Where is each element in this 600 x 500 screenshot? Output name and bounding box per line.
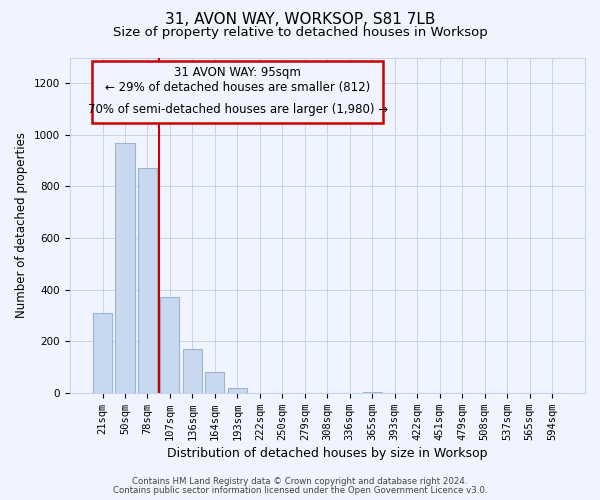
Text: Size of property relative to detached houses in Worksop: Size of property relative to detached ho… [113, 26, 487, 39]
Bar [205, 372, 224, 393]
Bar [93, 313, 112, 393]
Text: 70% of semi-detached houses are larger (1,980) →: 70% of semi-detached houses are larger (… [88, 102, 388, 116]
Bar [160, 298, 179, 393]
Bar [183, 349, 202, 393]
X-axis label: Distribution of detached houses by size in Worksop: Distribution of detached houses by size … [167, 447, 488, 460]
Text: Contains public sector information licensed under the Open Government Licence v3: Contains public sector information licen… [113, 486, 487, 495]
FancyBboxPatch shape [92, 62, 383, 124]
Bar [115, 142, 134, 393]
Bar [362, 392, 382, 393]
Text: 31, AVON WAY, WORKSOP, S81 7LB: 31, AVON WAY, WORKSOP, S81 7LB [165, 12, 435, 28]
Y-axis label: Number of detached properties: Number of detached properties [15, 132, 28, 318]
Text: Contains HM Land Registry data © Crown copyright and database right 2024.: Contains HM Land Registry data © Crown c… [132, 477, 468, 486]
Bar [228, 388, 247, 393]
Text: ← 29% of detached houses are smaller (812): ← 29% of detached houses are smaller (81… [105, 80, 371, 94]
Text: 31 AVON WAY: 95sqm: 31 AVON WAY: 95sqm [175, 66, 301, 80]
Bar [138, 168, 157, 393]
